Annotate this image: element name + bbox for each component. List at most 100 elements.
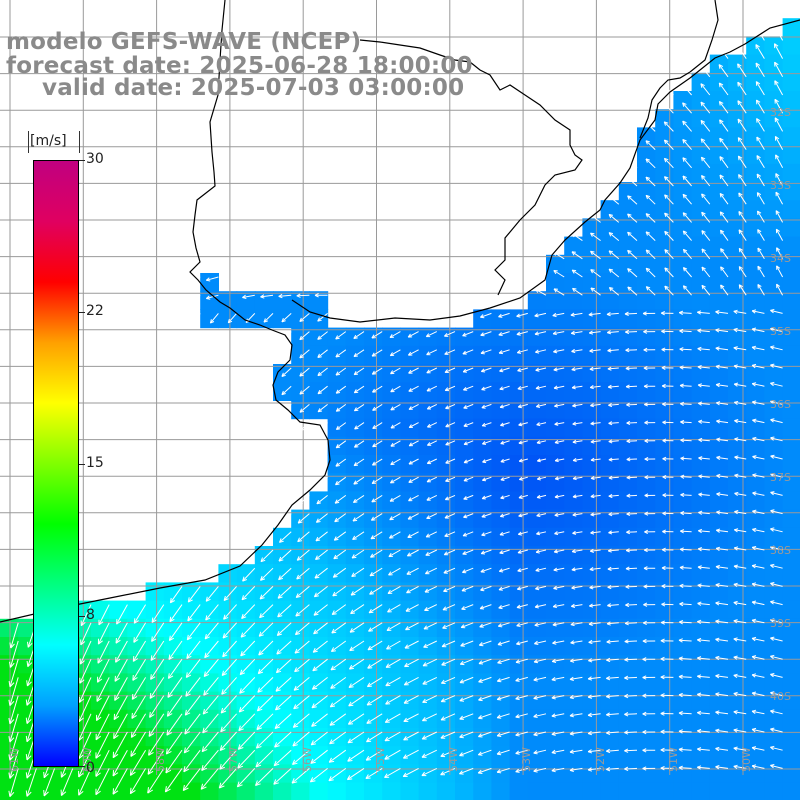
wind-arrow [701,266,711,278]
wind-arrow [496,767,510,774]
wind-speed-cell [618,746,638,765]
wind-arrow [150,640,165,661]
wind-speed-cell [582,691,602,711]
wind-arrow [202,695,219,715]
wind-arrow [403,676,419,686]
wind-speed-cell [764,546,784,565]
wind-arrow [480,367,492,373]
wind-arrow [168,622,183,642]
wind-arrow [279,531,292,543]
wind-speed-cell [637,382,656,401]
wind-speed-cell [618,236,638,256]
wind-speed-cell [782,345,800,365]
wind-arrow [733,382,747,387]
wind-arrow [310,749,328,764]
wind-arrow [663,103,674,114]
wind-speed-cell [673,491,693,511]
wind-arrow [166,695,183,717]
wind-speed-cell [254,673,274,693]
wind-speed-cell [655,691,674,711]
wind-arrow [481,403,492,409]
wind-speed-cell [618,364,638,383]
wind-arrow [385,695,401,705]
colorbar-units: [m/s] [30,133,67,149]
wind-arrow [499,403,510,409]
wind-arrow [425,549,438,556]
wind-arrow [751,345,765,351]
wind-speed-cell [764,564,784,583]
wind-arrow [426,458,438,465]
colorbar-tickmark [79,616,85,617]
wind-speed-cell [764,382,784,401]
wind-arrow [536,513,547,518]
wind-speed-cell [455,509,474,529]
wind-speed-cell [254,309,274,329]
wind-speed-cell [673,582,693,602]
wind-speed-cell [509,637,529,656]
wind-arrow [239,677,256,694]
wind-arrow [698,474,710,479]
wind-speed-cell [473,509,492,529]
wind-arrow [734,473,747,478]
wind-arrow [682,138,692,150]
wind-speed-cell [418,382,438,401]
wind-arrow [462,349,474,355]
wind-speed-cell [782,673,800,693]
wind-arrow [625,348,638,353]
wind-speed-cell [491,637,511,656]
wind-arrow [347,749,365,762]
wind-arrow [479,622,492,628]
wind-arrow [366,676,383,688]
wind-arrow [608,402,619,408]
wind-arrow [588,330,601,335]
wind-arrow [627,268,638,278]
wind-arrow [113,695,128,721]
wind-speed-cell [746,54,765,74]
wind-speed-cell [400,782,420,800]
wind-speed-cell [309,291,329,310]
wind-speed-cell [291,600,310,620]
wind-arrow [408,403,419,410]
wind-speed-cell [582,564,602,583]
wind-speed-cell [291,746,310,765]
wind-arrow [737,81,747,96]
wind-arrow [552,603,565,609]
wind-speed-cell [273,709,292,729]
wind-speed-cell [236,691,256,711]
wind-speed-cell [782,400,800,420]
wind-arrow [496,713,510,719]
wind-speed-cell [491,655,511,674]
wind-speed-cell [418,637,438,656]
wind-speed-cell [673,673,693,693]
latitude-label: 35S [770,325,791,338]
wind-speed-cell [564,455,583,474]
wind-arrow [275,695,292,711]
wind-arrow [299,313,310,322]
wind-speed-cell [109,600,128,620]
wind-arrow [663,157,674,169]
wind-arrow [204,640,219,659]
wind-speed-cell [709,236,729,256]
wind-speed-cell [473,400,492,420]
wind-arrow [698,437,710,443]
wind-arrow [733,546,747,551]
wind-speed-cell [455,527,474,547]
wind-speed-cell [327,546,347,565]
wind-arrow [718,82,729,96]
wind-arrow [349,640,365,652]
wind-arrow [388,531,401,539]
wind-arrow [459,713,474,720]
wind-speed-cell [163,600,183,620]
wind-speed-cell [564,673,583,693]
wind-arrow [260,567,274,581]
wind-speed-cell [782,418,800,438]
wind-arrow [661,383,674,389]
wind-arrow [371,494,383,503]
wind-arrow [147,768,165,794]
wind-arrow [757,247,765,260]
wind-speed-cell [491,527,511,547]
wind-speed-cell [691,709,711,729]
wind-arrow [662,529,674,534]
wind-arrow [353,349,365,357]
wind-arrow [496,749,510,756]
